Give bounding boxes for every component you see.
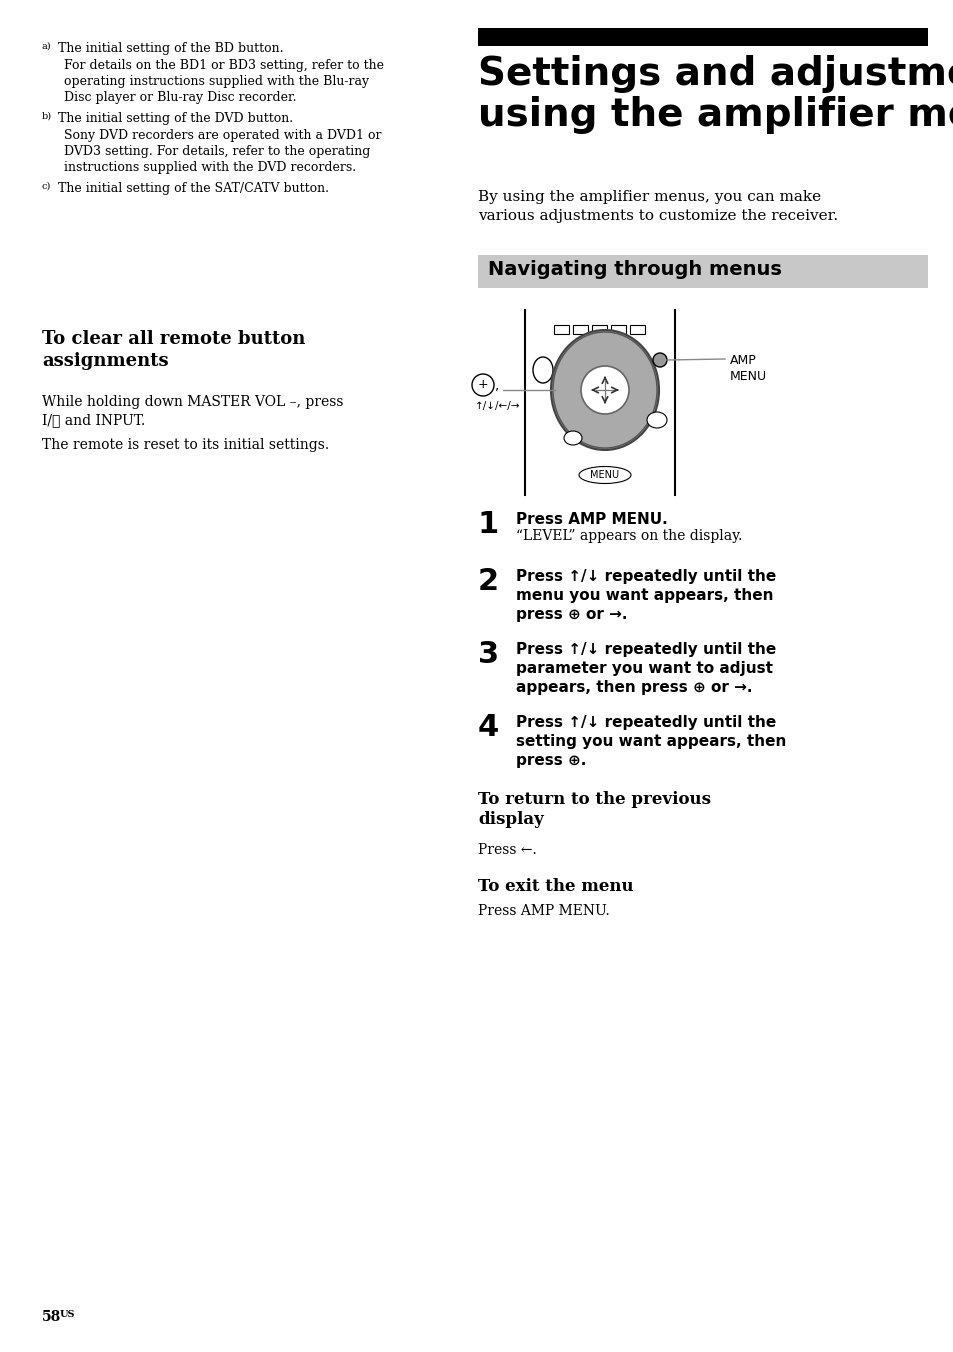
Text: 4: 4 [477,713,498,742]
Text: To clear all remote button
assignments: To clear all remote button assignments [42,330,305,369]
Text: 2: 2 [477,566,498,596]
Text: The remote is reset to its initial settings.: The remote is reset to its initial setti… [42,438,329,452]
Text: For details on the BD1 or BD3 setting, refer to the: For details on the BD1 or BD3 setting, r… [64,58,384,72]
Bar [573,324,588,334]
Text: Disc player or Blu-ray Disc recorder.: Disc player or Blu-ray Disc recorder. [64,92,296,104]
Text: Sony DVD recorders are operated with a DVD1 or: Sony DVD recorders are operated with a D… [64,128,381,142]
Circle shape [580,366,628,414]
Text: Navigating through menus: Navigating through menus [488,260,781,279]
Text: c): c) [42,183,51,191]
Text: To exit the menu: To exit the menu [477,877,633,895]
Text: While holding down MASTER VOL –, press: While holding down MASTER VOL –, press [42,395,343,410]
Text: Press ↑/↓ repeatedly until the
setting you want appears, then
press ⊕.: Press ↑/↓ repeatedly until the setting y… [516,715,785,768]
Text: DVD3 setting. For details, refer to the operating: DVD3 setting. For details, refer to the … [64,145,370,158]
Text: US: US [60,1310,75,1320]
Text: Press ↑/↓ repeatedly until the
menu you want appears, then
press ⊕ or →.: Press ↑/↓ repeatedly until the menu you … [516,569,776,622]
Text: b): b) [42,112,52,120]
Text: “LEVEL” appears on the display.: “LEVEL” appears on the display. [516,529,741,544]
Ellipse shape [563,431,581,445]
Ellipse shape [551,330,659,450]
Bar [592,324,607,334]
Ellipse shape [652,353,666,366]
Text: To return to the previous
display: To return to the previous display [477,791,710,829]
Text: Press AMP MENU.: Press AMP MENU. [516,512,667,527]
Circle shape [472,375,494,396]
Text: The initial setting of the DVD button.: The initial setting of the DVD button. [58,112,293,124]
Bar [477,28,927,46]
Text: The initial setting of the SAT/CATV button.: The initial setting of the SAT/CATV butt… [58,183,329,195]
Text: Press ←.: Press ←. [477,844,537,857]
Text: +: + [477,379,488,392]
Text: ,: , [495,379,498,392]
Text: a): a) [42,42,51,51]
Text: ↑/↓/←/→: ↑/↓/←/→ [475,402,520,411]
Text: Press AMP MENU.: Press AMP MENU. [477,904,609,918]
Text: Press ↑/↓ repeatedly until the
parameter you want to adjust
appears, then press : Press ↑/↓ repeatedly until the parameter… [516,642,776,695]
Text: AMP
MENU: AMP MENU [729,354,766,383]
Text: I/⏻ and INPUT.: I/⏻ and INPUT. [42,412,145,427]
Bar [630,324,645,334]
Text: instructions supplied with the DVD recorders.: instructions supplied with the DVD recor… [64,161,355,174]
Text: operating instructions supplied with the Blu-ray: operating instructions supplied with the… [64,74,369,88]
Bar [611,324,626,334]
Text: 58: 58 [42,1310,61,1324]
Ellipse shape [533,357,553,383]
Text: 3: 3 [477,639,498,669]
Text: MENU: MENU [590,470,618,480]
Text: By using the amplifier menus, you can make
various adjustments to customize the : By using the amplifier menus, you can ma… [477,191,838,223]
Text: Settings and adjustments
using the amplifier menu: Settings and adjustments using the ampli… [477,55,953,134]
Bar [554,324,569,334]
Ellipse shape [578,466,630,484]
Ellipse shape [553,333,657,448]
Bar [477,256,927,288]
Ellipse shape [646,412,666,429]
Text: 1: 1 [477,510,498,539]
Text: The initial setting of the BD button.: The initial setting of the BD button. [58,42,283,55]
